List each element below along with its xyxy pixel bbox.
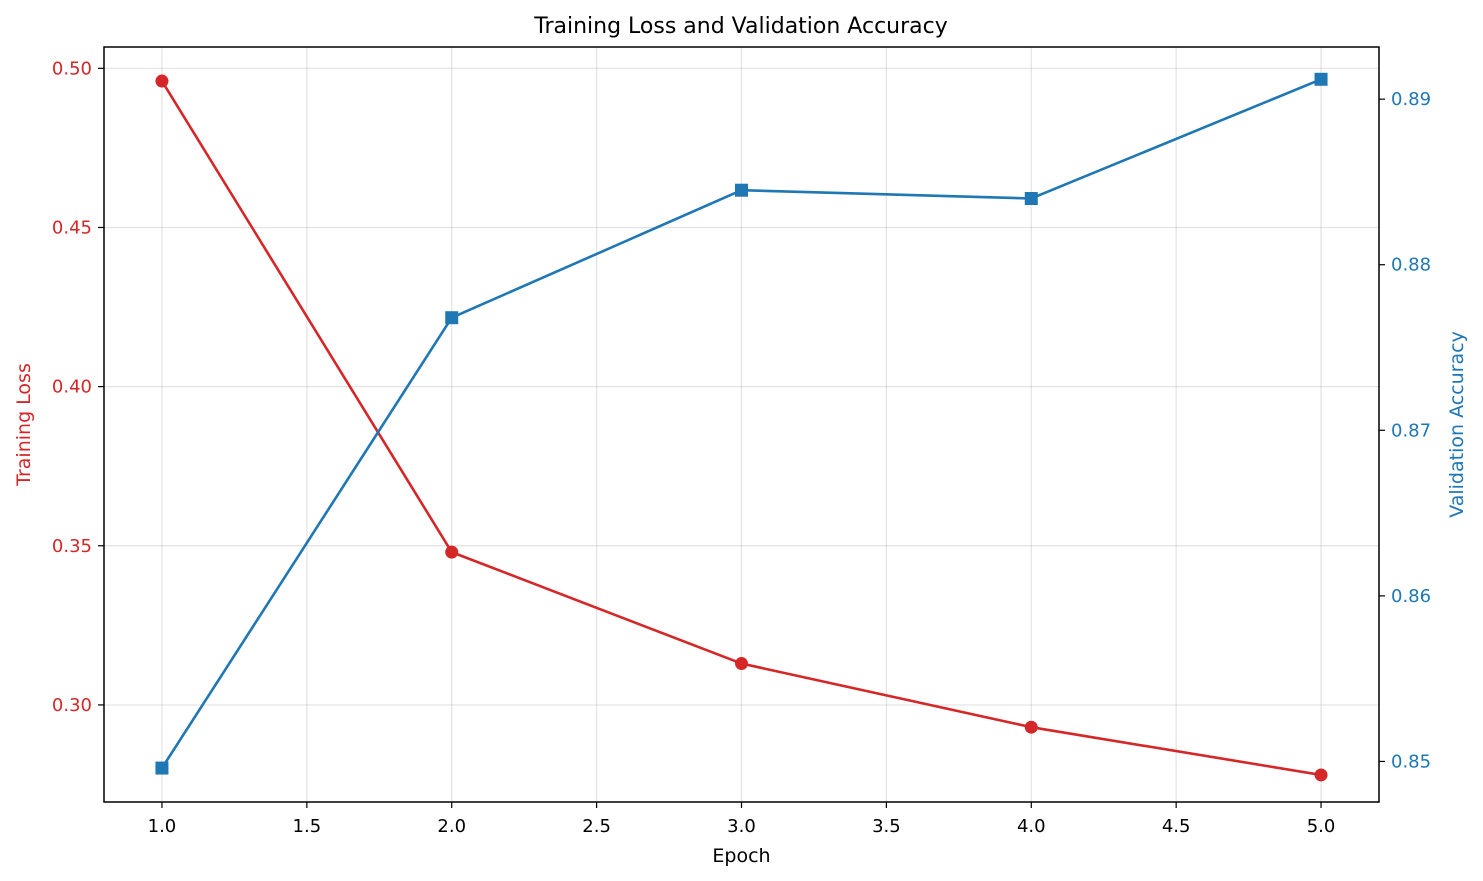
x-axis-label: Epoch <box>712 845 770 867</box>
training-loss-point <box>735 657 748 671</box>
training-loss-point <box>445 545 459 559</box>
right-axis-label: Validation Accuracy <box>1446 331 1468 518</box>
grid-layer <box>104 47 1379 802</box>
right-tick-label: 0.86 <box>1391 586 1431 607</box>
validation-accuracy-point <box>1314 72 1328 86</box>
x-tick-label: 3.5 <box>872 816 901 837</box>
chart-title: Training Loss and Validation Accuracy <box>533 14 948 39</box>
training-loss-point <box>1314 768 1328 782</box>
left-tick-label: 0.45 <box>52 217 92 238</box>
validation-accuracy-point <box>445 311 459 325</box>
right-tick-label: 0.88 <box>1391 255 1431 276</box>
left-tick-label: 0.50 <box>52 58 92 79</box>
right-y-axis: 0.85 0.86 0.87 0.88 0.89 <box>1379 89 1431 772</box>
left-tick-label: 0.40 <box>52 377 92 398</box>
x-tick-label: 1.0 <box>148 816 177 837</box>
x-tick-label: 4.5 <box>1162 816 1191 837</box>
x-tick-label: 2.0 <box>437 816 466 837</box>
left-y-axis: 0.30 0.35 0.40 0.45 0.50 <box>52 58 104 716</box>
training-loss-point <box>155 74 169 88</box>
right-tick-label: 0.89 <box>1391 89 1431 110</box>
x-tick-label: 5.0 <box>1307 816 1336 837</box>
left-tick-label: 0.30 <box>52 695 92 716</box>
validation-accuracy-point <box>735 183 748 197</box>
right-tick-label: 0.85 <box>1391 751 1431 772</box>
series-layer <box>155 72 1328 782</box>
left-axis-label: Training Loss <box>13 363 35 487</box>
x-tick-label: 3.0 <box>727 816 756 837</box>
x-tick-label: 2.5 <box>582 816 611 837</box>
validation-accuracy-point <box>155 761 169 775</box>
training-loss-point <box>1024 720 1038 734</box>
left-tick-label: 0.35 <box>52 536 92 557</box>
validation-accuracy-point <box>1024 191 1038 205</box>
x-axis: 1.0 1.5 2.0 2.5 3.0 3.5 4.0 4.5 5.0 <box>148 802 1336 837</box>
x-tick-label: 1.5 <box>293 816 322 837</box>
x-tick-label: 4.0 <box>1017 816 1046 837</box>
right-tick-label: 0.87 <box>1391 420 1431 441</box>
